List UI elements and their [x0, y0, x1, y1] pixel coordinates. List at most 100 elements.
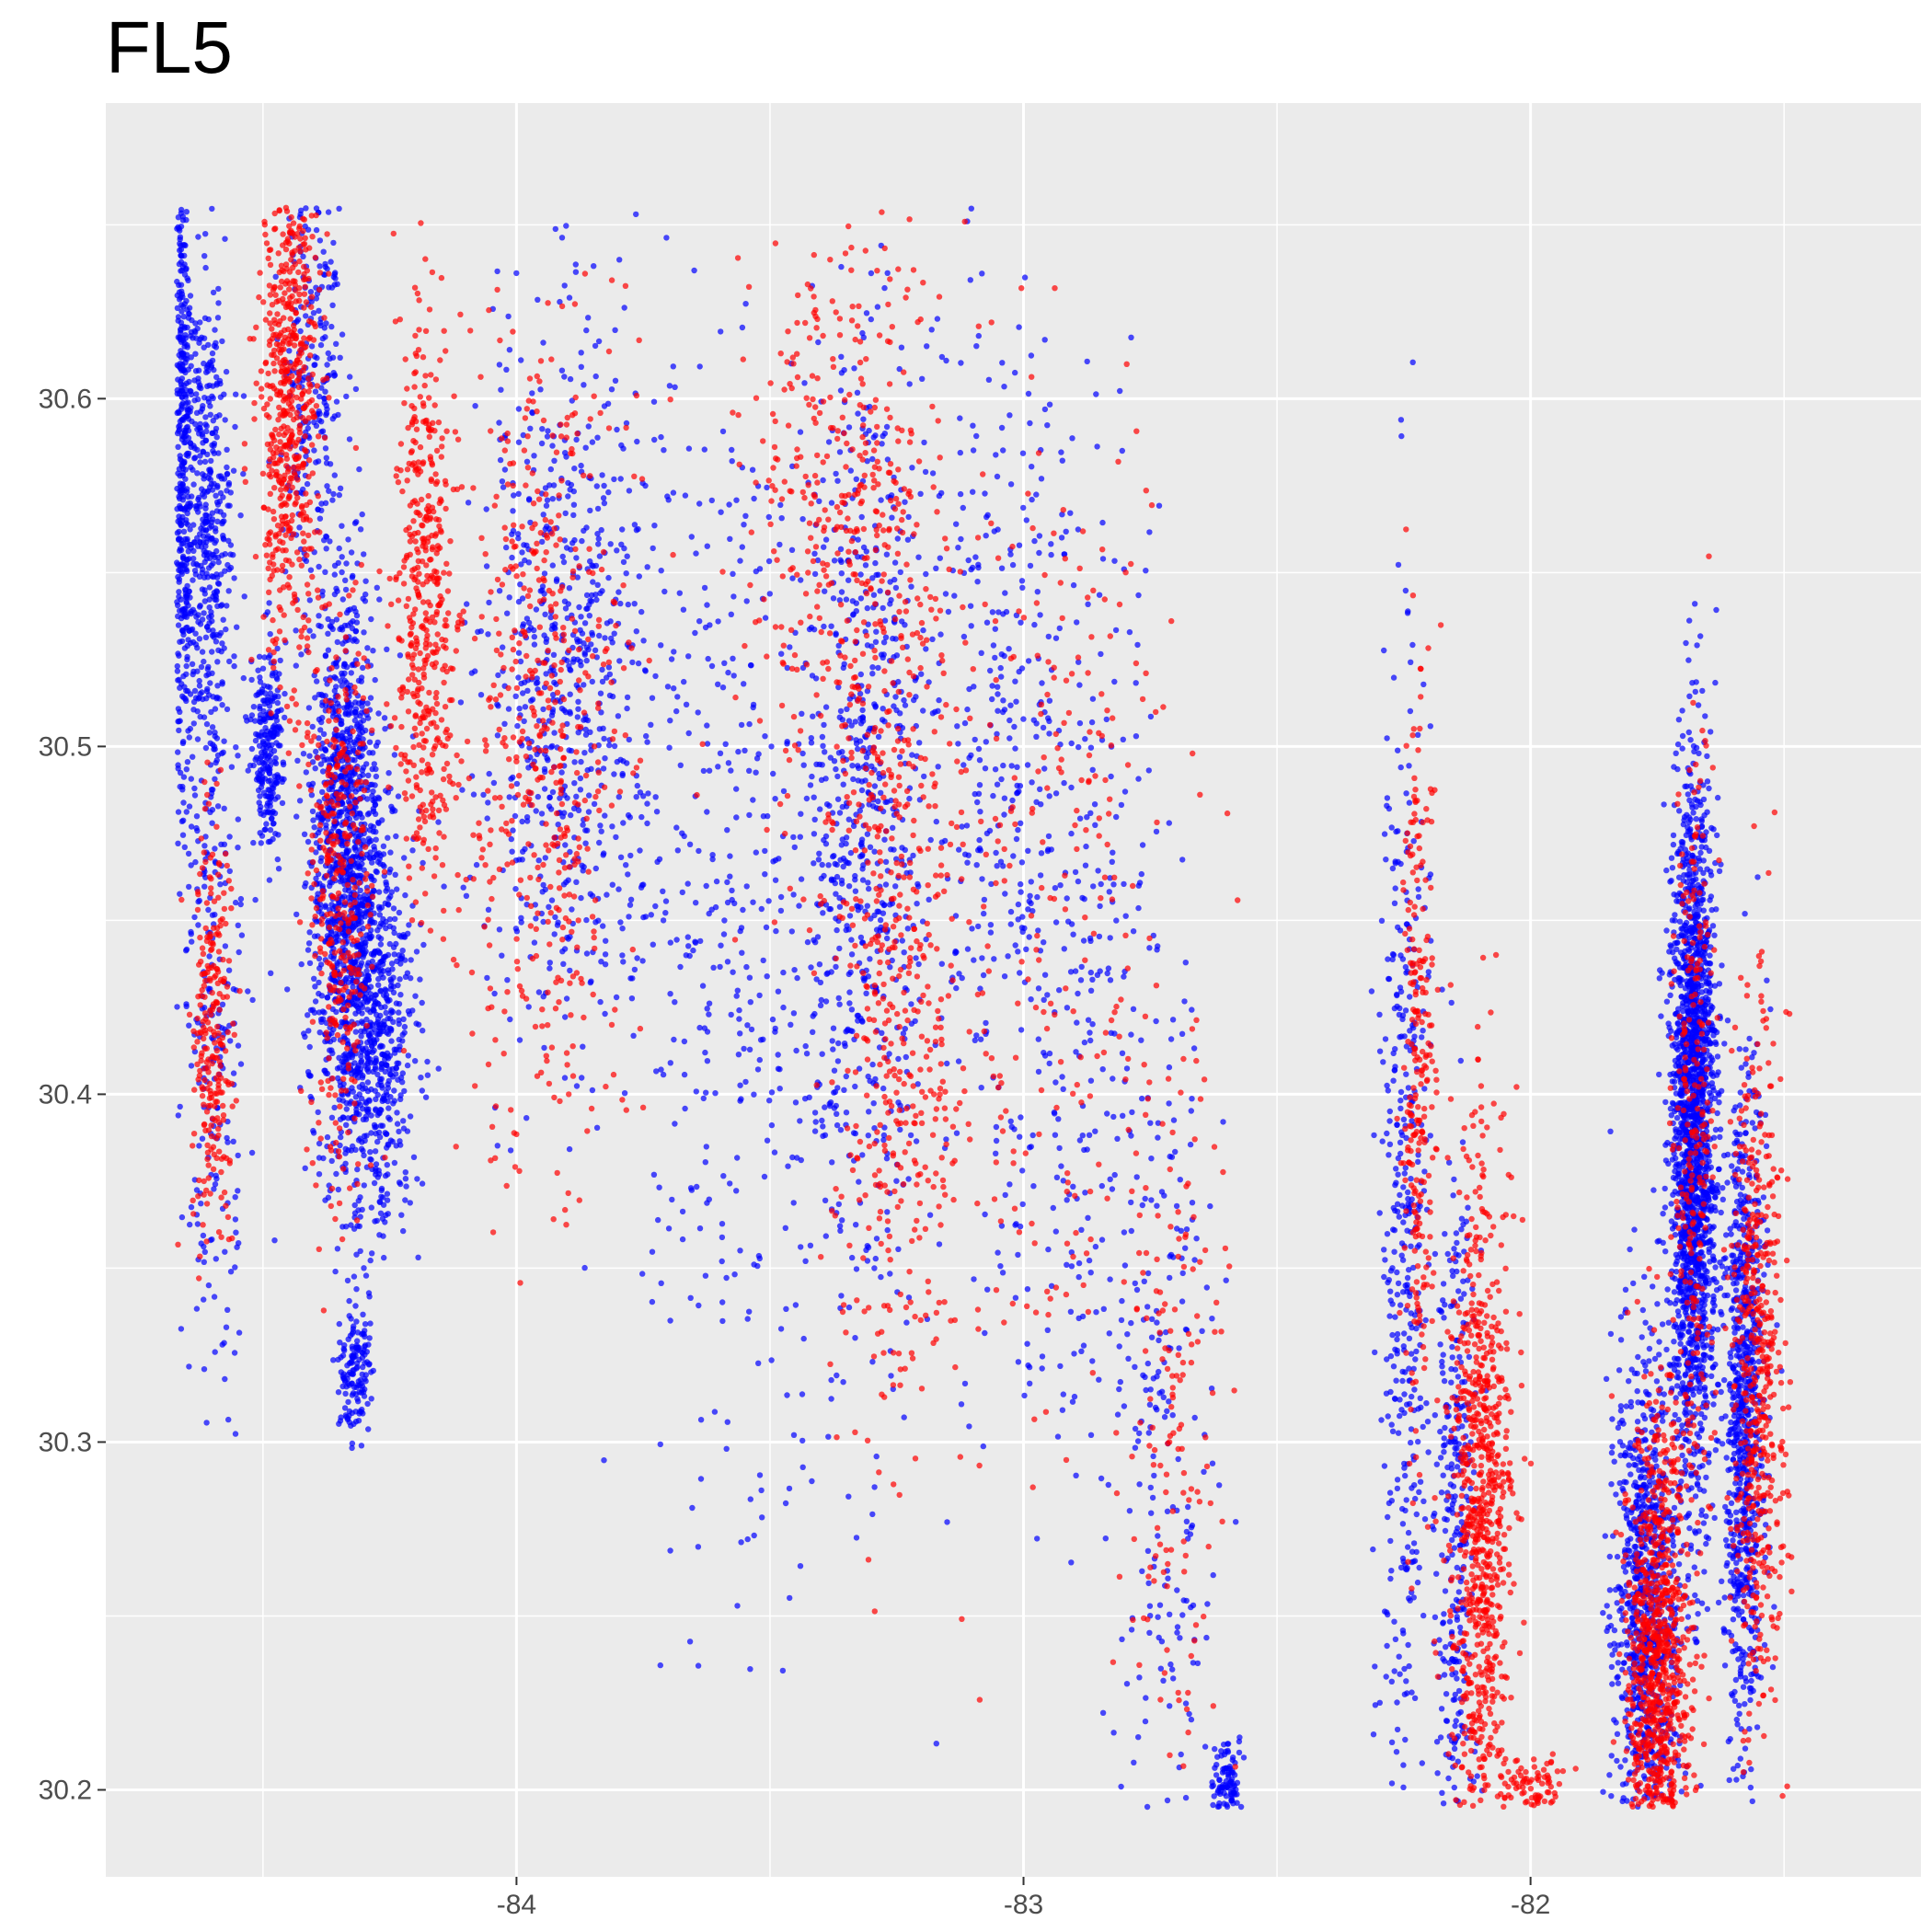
- point: [380, 843, 387, 849]
- point: [318, 855, 325, 861]
- point: [619, 926, 626, 932]
- point: [190, 481, 197, 488]
- point: [762, 733, 768, 740]
- point: [624, 705, 630, 712]
- point: [485, 799, 491, 806]
- point: [545, 757, 551, 764]
- point: [662, 898, 670, 904]
- point: [614, 758, 620, 765]
- point: [524, 818, 531, 824]
- point: [390, 905, 397, 912]
- point: [801, 380, 808, 386]
- point: [374, 584, 380, 591]
- point: [701, 584, 708, 592]
- point: [365, 972, 372, 979]
- point: [379, 1098, 385, 1105]
- point: [592, 865, 599, 872]
- point: [755, 1252, 763, 1259]
- point: [226, 658, 233, 665]
- point: [515, 490, 522, 497]
- point: [333, 398, 340, 405]
- point: [719, 1317, 726, 1325]
- point: [180, 493, 187, 500]
- point: [270, 785, 277, 792]
- point: [177, 546, 184, 552]
- point: [635, 660, 642, 667]
- point: [237, 901, 244, 908]
- point: [316, 735, 322, 742]
- point: [256, 776, 262, 782]
- point: [321, 399, 328, 406]
- point: [746, 811, 753, 819]
- point: [671, 649, 677, 655]
- point: [248, 1149, 256, 1156]
- point: [542, 855, 548, 861]
- point: [328, 1114, 336, 1121]
- point: [201, 610, 207, 616]
- point: [845, 883, 853, 890]
- point: [209, 807, 216, 813]
- point: [177, 891, 183, 897]
- point: [339, 331, 346, 338]
- point: [655, 1216, 661, 1224]
- point: [920, 707, 926, 714]
- point: [175, 443, 181, 450]
- point: [179, 351, 186, 358]
- point: [797, 429, 804, 435]
- point: [585, 809, 592, 815]
- point: [353, 1286, 360, 1293]
- point: [353, 638, 360, 645]
- point: [214, 752, 222, 759]
- point: [676, 590, 683, 596]
- point: [267, 745, 273, 753]
- point: [529, 390, 535, 397]
- point: [875, 571, 881, 578]
- point: [508, 776, 514, 782]
- point: [372, 1148, 379, 1155]
- point: [365, 772, 372, 778]
- point: [615, 589, 622, 595]
- point: [317, 341, 325, 349]
- point: [808, 735, 814, 742]
- point: [867, 956, 873, 962]
- point: [376, 1043, 384, 1051]
- point: [463, 892, 470, 899]
- point: [177, 638, 183, 645]
- point: [857, 571, 864, 578]
- point: [835, 1040, 842, 1047]
- point: [190, 577, 196, 583]
- point: [819, 762, 825, 768]
- point: [575, 698, 581, 705]
- point: [265, 684, 271, 690]
- point: [327, 538, 333, 545]
- point: [847, 467, 854, 474]
- point: [723, 1274, 730, 1282]
- point: [515, 406, 523, 412]
- point: [772, 1025, 778, 1032]
- point: [895, 1246, 902, 1253]
- point: [339, 627, 346, 633]
- point: [275, 866, 282, 872]
- point: [195, 618, 201, 626]
- point: [364, 811, 372, 818]
- point: [566, 747, 572, 753]
- point: [816, 961, 823, 968]
- point: [274, 708, 281, 715]
- point: [882, 634, 890, 640]
- point: [749, 466, 756, 473]
- point: [390, 944, 397, 950]
- point: [335, 1186, 341, 1193]
- point: [380, 1022, 387, 1029]
- point: [196, 677, 202, 684]
- point: [343, 974, 350, 982]
- point: [665, 1225, 673, 1232]
- point: [882, 858, 890, 865]
- point: [700, 767, 707, 775]
- point: [843, 1110, 850, 1116]
- point: [911, 696, 917, 704]
- point: [379, 960, 386, 968]
- point: [840, 781, 846, 788]
- point: [791, 844, 798, 851]
- point: [506, 794, 512, 800]
- point: [363, 999, 371, 1006]
